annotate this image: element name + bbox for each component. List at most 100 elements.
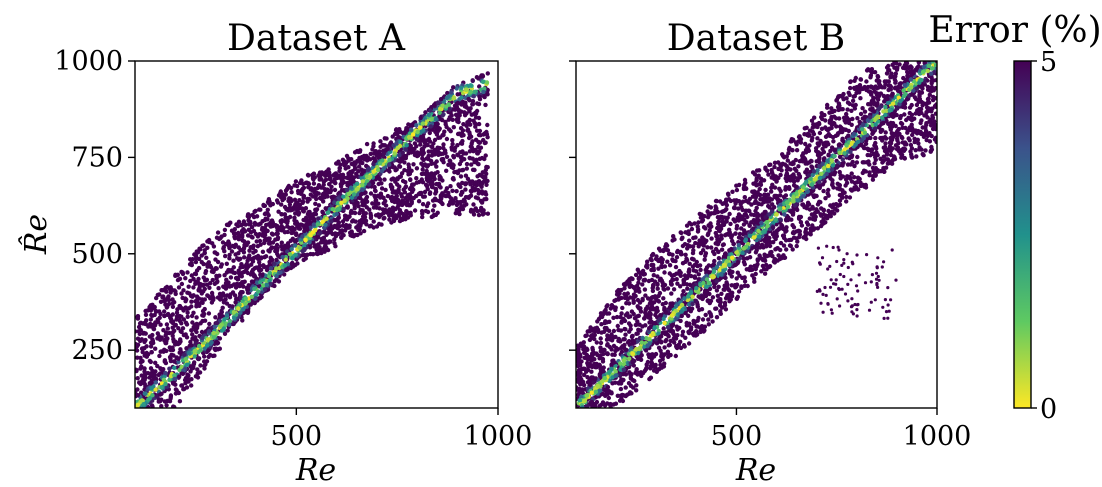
scatter-point <box>151 326 157 332</box>
scatter-point <box>306 181 311 186</box>
scatter-point <box>598 345 603 350</box>
scatter-point <box>360 182 365 188</box>
scatter-point <box>682 242 688 247</box>
scatter-point <box>918 106 924 112</box>
scatter-point <box>135 348 140 353</box>
scatter-point <box>139 364 144 369</box>
scatter-point <box>238 265 243 270</box>
scatter-point <box>845 107 850 112</box>
scatter-point <box>135 316 141 321</box>
scatter-point <box>292 197 298 202</box>
scatter-point <box>844 199 849 204</box>
scatter-point <box>231 310 237 315</box>
scatter-point <box>179 281 185 287</box>
scatter-point <box>234 296 239 302</box>
scatter-point <box>177 350 182 355</box>
scatter-point <box>344 204 350 210</box>
scatter-point <box>196 276 201 282</box>
scatter-point <box>847 195 853 200</box>
scatter-point <box>135 336 141 341</box>
scatter-point <box>389 177 394 182</box>
scatter-point <box>361 153 367 159</box>
scatter-point <box>687 261 692 266</box>
scatter-point <box>153 320 158 325</box>
scatter-point <box>192 354 197 359</box>
scatter-point <box>248 219 253 225</box>
scatter-point <box>473 115 479 120</box>
scatter-point <box>288 238 293 243</box>
scatter-point <box>356 149 361 155</box>
scatter-point <box>336 159 341 164</box>
scatter-point <box>238 310 243 315</box>
scatter-point <box>196 343 202 349</box>
scatter-point <box>408 177 413 183</box>
y-tick-label: 1000 <box>54 46 123 77</box>
scatter-point <box>245 240 251 245</box>
scatter-point <box>261 263 266 268</box>
scatter-point <box>865 152 870 158</box>
scatter-point <box>218 323 223 328</box>
scatter-point <box>225 328 230 333</box>
scatter-point <box>846 128 851 134</box>
scatter-point <box>431 102 437 108</box>
scatter-point <box>675 281 680 286</box>
scatter-point <box>257 260 262 265</box>
scatter-point <box>341 206 346 212</box>
scatter-point <box>815 209 820 214</box>
scatter-point <box>244 265 249 271</box>
scatter-point <box>180 371 186 376</box>
scatter-point <box>352 201 357 207</box>
scatter-point <box>194 294 200 299</box>
scatter-point <box>267 199 272 204</box>
scatter-point <box>414 166 420 171</box>
scatter-point <box>218 235 223 241</box>
scatter-point <box>485 211 491 216</box>
scatter-point <box>420 156 425 161</box>
scatter-point <box>298 222 303 227</box>
panel-dataset-b: Dataset B 500 1000 Re <box>569 18 971 487</box>
scatter-point <box>407 134 412 140</box>
scatter-point <box>662 361 667 366</box>
scatter-point <box>368 211 373 216</box>
scatter-point <box>145 371 151 376</box>
scatter-point <box>181 368 186 373</box>
scatter-point <box>362 157 367 162</box>
scatter-point <box>175 277 181 283</box>
scatter-point <box>162 358 168 363</box>
scatter-point <box>249 262 254 267</box>
scatter-point <box>355 181 360 186</box>
scatter-point <box>137 411 141 415</box>
scatter-point <box>285 267 290 272</box>
scatter-point <box>343 228 348 233</box>
scatter-point <box>185 310 190 315</box>
scatter-point <box>135 402 141 407</box>
scatter-point <box>322 195 327 200</box>
scatter-point <box>172 376 177 382</box>
scatter-point <box>265 228 270 234</box>
scatter-point <box>308 192 313 197</box>
scatter-point <box>224 313 230 318</box>
scatter-point <box>203 268 209 274</box>
scatter-point <box>247 253 252 258</box>
scatter-point <box>250 300 256 305</box>
scatter-point <box>690 250 696 256</box>
scatter-point <box>350 232 355 237</box>
scatter-point <box>462 110 467 115</box>
scatter-point <box>241 307 246 312</box>
scatter-point <box>184 346 189 351</box>
scatter-point <box>293 179 299 184</box>
scatter-point <box>742 279 748 284</box>
scatter-point <box>170 312 175 317</box>
scatter-point <box>389 194 394 200</box>
scatter-point <box>153 346 158 351</box>
scatter-point <box>387 169 392 174</box>
scatter-point <box>351 192 357 197</box>
scatter-point <box>193 341 198 346</box>
scatter-point <box>441 132 446 138</box>
scatter-point <box>320 240 326 245</box>
scatter-point <box>472 89 477 95</box>
scatter-point <box>854 160 860 165</box>
scatter-point <box>321 247 326 252</box>
scatter-point <box>189 383 194 388</box>
scatter-point <box>231 265 236 270</box>
